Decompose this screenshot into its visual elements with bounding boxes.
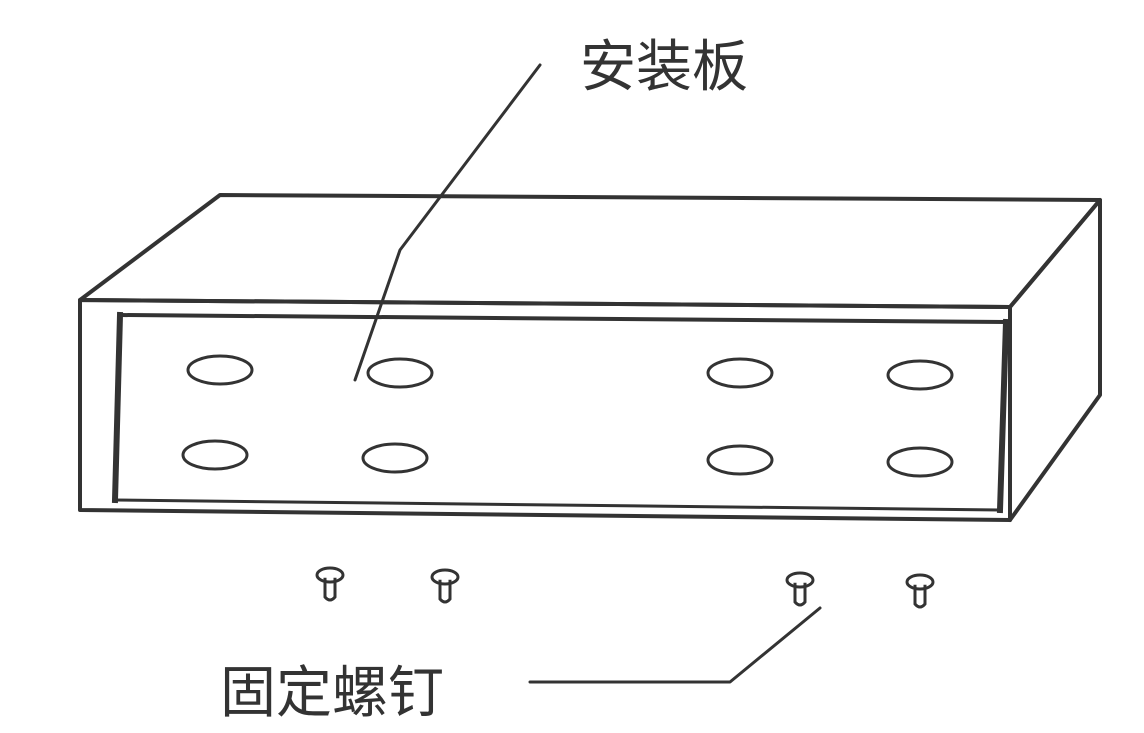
box-right-face — [1010, 200, 1100, 520]
mounting-slot-6 — [708, 446, 772, 474]
callout-screw-line — [530, 608, 820, 682]
plate-right-edge — [1000, 322, 1006, 510]
screw-head-0 — [317, 568, 343, 582]
mounting-slot-2 — [708, 359, 772, 387]
screw-head-2 — [787, 573, 813, 587]
screw-head-1 — [432, 570, 458, 584]
mounting-diagram — [0, 0, 1144, 728]
callout-plate-line — [355, 65, 540, 380]
plate-left-edge — [115, 315, 120, 500]
screw-head-3 — [907, 575, 933, 589]
mounting-slot-1 — [368, 359, 432, 387]
box-top-face — [80, 195, 1100, 307]
mounting-slot-7 — [888, 448, 952, 476]
label-fixing-screws: 固定螺钉 — [220, 648, 444, 729]
label-mounting-plate: 安装板 — [580, 22, 748, 103]
box-front-face — [80, 300, 1010, 520]
mounting-slot-0 — [188, 356, 252, 384]
mounting-slot-5 — [363, 444, 427, 472]
mounting-slot-3 — [888, 361, 952, 389]
mounting-slot-4 — [183, 441, 247, 469]
